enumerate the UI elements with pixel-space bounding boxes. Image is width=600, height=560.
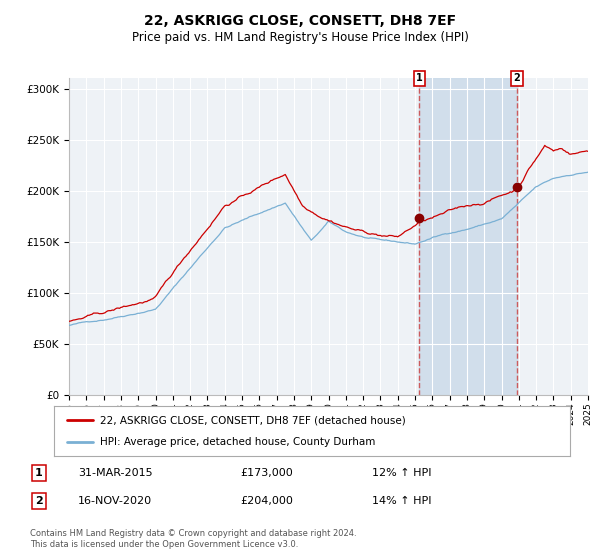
Text: 1: 1 xyxy=(416,73,423,83)
Text: 16-NOV-2020: 16-NOV-2020 xyxy=(78,496,152,506)
Text: 22, ASKRIGG CLOSE, CONSETT, DH8 7EF: 22, ASKRIGG CLOSE, CONSETT, DH8 7EF xyxy=(144,14,456,28)
Text: 12% ↑ HPI: 12% ↑ HPI xyxy=(372,468,431,478)
Text: 22, ASKRIGG CLOSE, CONSETT, DH8 7EF (detached house): 22, ASKRIGG CLOSE, CONSETT, DH8 7EF (det… xyxy=(100,415,406,425)
Text: 31-MAR-2015: 31-MAR-2015 xyxy=(78,468,152,478)
Text: £204,000: £204,000 xyxy=(240,496,293,506)
Text: 2: 2 xyxy=(35,496,43,506)
Text: Contains HM Land Registry data © Crown copyright and database right 2024.
This d: Contains HM Land Registry data © Crown c… xyxy=(30,529,356,549)
Text: £173,000: £173,000 xyxy=(240,468,293,478)
Text: 14% ↑ HPI: 14% ↑ HPI xyxy=(372,496,431,506)
Text: Price paid vs. HM Land Registry's House Price Index (HPI): Price paid vs. HM Land Registry's House … xyxy=(131,31,469,44)
Text: 2: 2 xyxy=(514,73,520,83)
Bar xyxy=(419,78,517,395)
Text: 1: 1 xyxy=(35,468,43,478)
Text: HPI: Average price, detached house, County Durham: HPI: Average price, detached house, Coun… xyxy=(100,437,376,447)
